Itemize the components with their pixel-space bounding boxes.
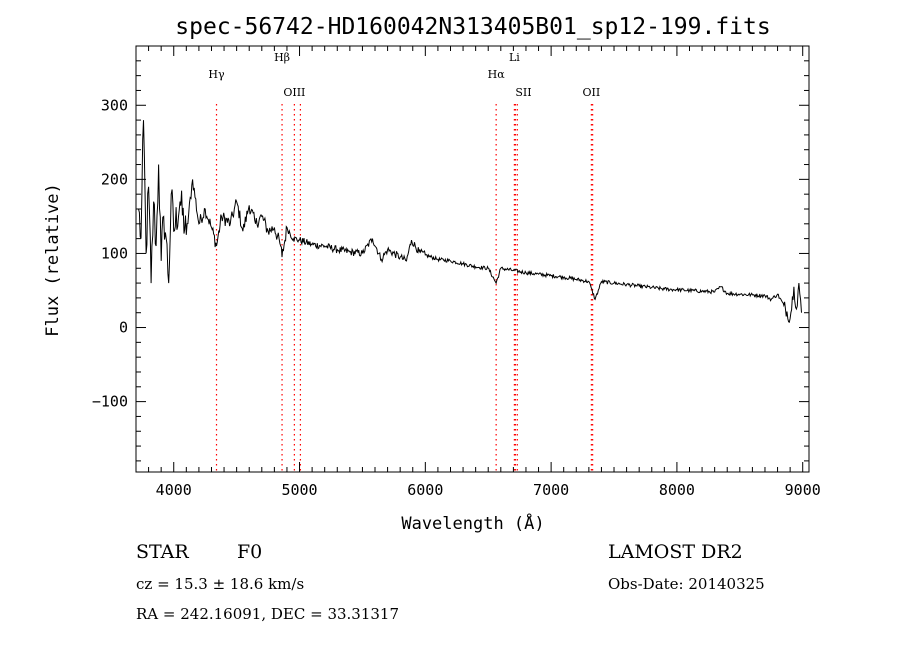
object-subclass: F0	[237, 541, 263, 563]
axis-ticks: 4000 5000 6000 7000 8000 9000 −100 0 100 200 300	[92, 46, 821, 499]
line-label-8: OII	[583, 86, 601, 99]
object-type: STAR	[136, 541, 189, 563]
obs-date: Obs-Date: 20140325	[608, 575, 765, 593]
x-axis-label: Wavelength (Å)	[401, 512, 544, 534]
line-label-1: Hβ	[274, 51, 290, 64]
coordinates: RA = 242.16091, DEC = 33.31317	[136, 605, 400, 623]
chart-title: spec-56742-HD160042N313405B01_sp12-199.f…	[175, 14, 770, 40]
y-tick-label: −100	[92, 393, 128, 411]
spectrum-series	[138, 120, 802, 323]
x-tick-label: 4000	[156, 481, 192, 499]
redshift-cz: cz = 15.3 ± 18.6 km/s	[136, 575, 305, 593]
y-axis-label: Flux (relative)	[43, 183, 63, 337]
spectrum-line	[138, 120, 802, 323]
line-label-0: Hγ	[208, 68, 225, 81]
y-tick-label: 100	[101, 244, 128, 262]
line-label-2: OIII	[283, 86, 305, 99]
plot-frame	[135, 45, 810, 473]
y-tick-label: 0	[119, 319, 128, 337]
x-tick-label: 8000	[659, 481, 695, 499]
x-tick-label: 5000	[281, 481, 317, 499]
line-label-5: Li	[509, 51, 520, 64]
x-tick-label: 6000	[407, 481, 443, 499]
x-tick-label: 7000	[533, 481, 569, 499]
x-tick-label: 9000	[785, 481, 821, 499]
y-tick-label: 200	[101, 170, 128, 188]
line-label-6: SII	[515, 86, 531, 99]
y-tick-label: 300	[101, 96, 128, 114]
line-label-4: Hα	[488, 68, 506, 81]
survey-name: LAMOST DR2	[608, 541, 743, 563]
